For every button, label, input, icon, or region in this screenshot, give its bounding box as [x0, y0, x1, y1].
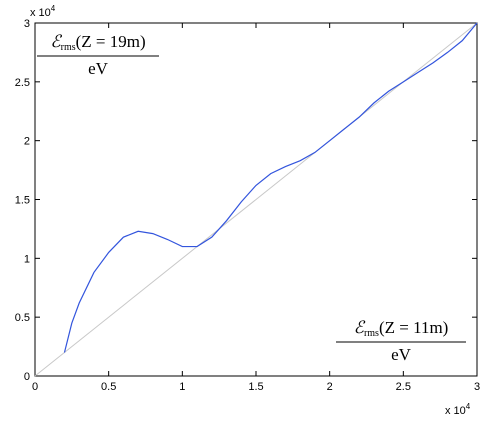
y-tick-label: 3	[24, 18, 30, 30]
y-tick-label: 1.5	[15, 195, 30, 207]
y-tick-label: 0.5	[15, 312, 30, 324]
label-symbol: ℰ	[354, 318, 366, 337]
axis-label-numerator: ℰrms(Z = 19m)	[50, 32, 145, 53]
y-tick-label: 0	[24, 371, 30, 383]
x-tick-label: 0	[32, 381, 38, 393]
x-tick-label: 1	[179, 381, 185, 393]
x-tick-label: 3	[474, 381, 480, 393]
data-line	[63, 22, 478, 353]
x-tick-label: 1.5	[248, 381, 263, 393]
x-tick-label: 0.5	[101, 381, 116, 393]
label-argument: (Z = 11m)	[379, 318, 448, 337]
label-subscript: rms	[61, 42, 76, 53]
x-tick-label: 2.5	[396, 381, 411, 393]
y-tick-label: 2	[24, 136, 30, 148]
label-subscript: rms	[364, 328, 379, 339]
axis-label-unit: eV	[391, 345, 412, 364]
y-tick-label: 2.5	[15, 77, 30, 89]
axis-label-unit: eV	[88, 59, 109, 78]
multiplier-exponent: 4	[466, 402, 471, 411]
axis-label-numerator: ℰrms(Z = 11m)	[354, 318, 449, 339]
multiplier-base: x 10	[30, 7, 51, 19]
label-symbol: ℰ	[50, 32, 62, 51]
y-tick-label: 1	[24, 253, 30, 265]
axis-multiplier: x 104	[445, 402, 471, 417]
x-tick-label: 2	[327, 381, 333, 393]
multiplier-exponent: 4	[51, 4, 56, 13]
multiplier-base: x 10	[445, 405, 466, 417]
label-argument: (Z = 19m)	[76, 32, 146, 51]
axis-multiplier: x 104	[30, 4, 56, 19]
